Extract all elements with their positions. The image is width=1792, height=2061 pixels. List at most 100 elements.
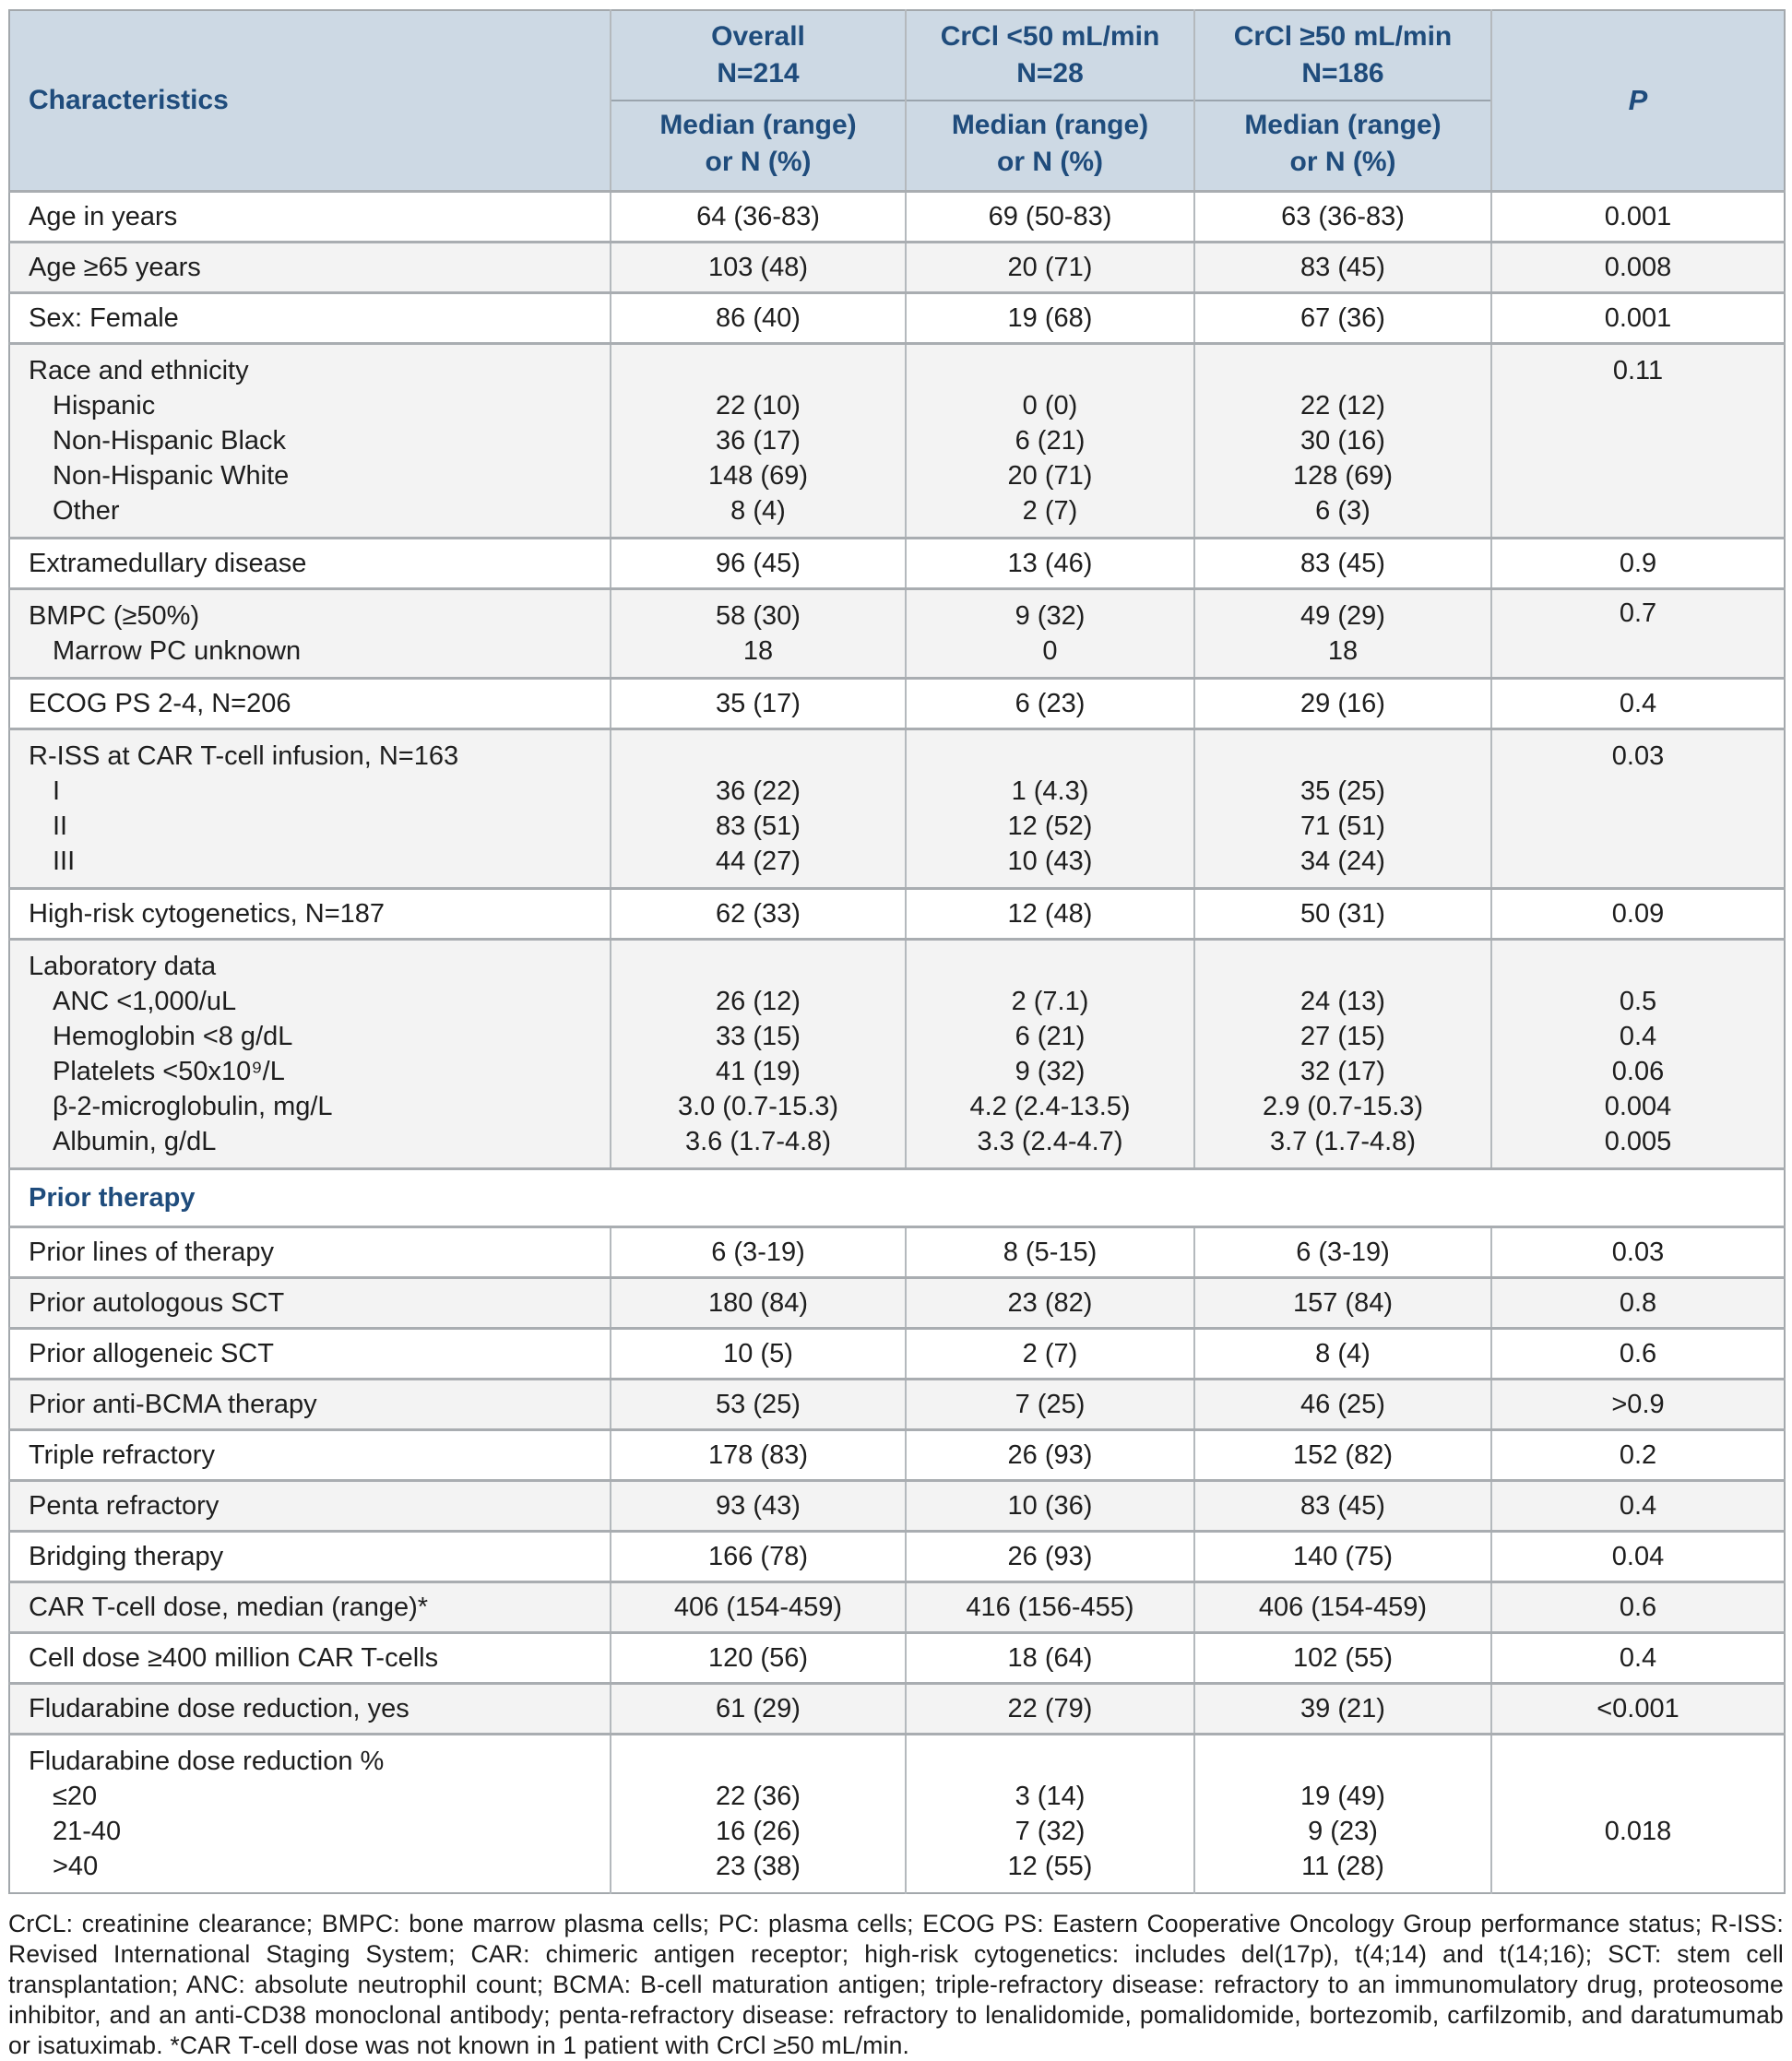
value-cell-crcl-ge50: 39 (21) xyxy=(1193,1683,1491,1735)
cell-line xyxy=(1496,1849,1780,1884)
cell-line xyxy=(1496,388,1780,423)
table-row: Prior lines of therapy 6 (3-19) 8 (5-15) 6 … xyxy=(9,1226,1785,1278)
value-cell-crcl-ge50: 24 (13) 27 (15) 32 (17) 2.9 (0.7-15.3) 3.7 (… xyxy=(1193,939,1491,1169)
cell-line: R-ISS at CAR T-cell infusion, N=163 xyxy=(29,741,459,771)
column-header-crcl-lt50-line2: N=28 xyxy=(1016,58,1084,89)
footnote: CrCL: creatinine clearance; BMPC: bone m… xyxy=(8,1910,1784,2059)
cell-line: 36 (22) xyxy=(716,776,801,806)
cell-line: ≤20 xyxy=(53,1782,98,1811)
value-cell-crcl-ge50: 46 (25) xyxy=(1193,1379,1491,1430)
cell-line: 2 (7.1) xyxy=(1011,987,1089,1016)
subheader-line1: Median (range) xyxy=(951,110,1149,140)
value-cell-crcl-ge50: 152 (82) xyxy=(1193,1429,1491,1481)
cell-line: 0.4 xyxy=(1619,1022,1657,1051)
p-value-cell: 0.09 xyxy=(1490,888,1785,940)
value-cell-crcl-lt50: 0 (0) 6 (21) 20 (71) 2 (7) xyxy=(905,343,1194,539)
p-value-cell: 0.6 xyxy=(1490,1581,1785,1633)
subheader-crcl-ge50-median-range: Median (range) or N (%) xyxy=(1193,100,1491,192)
value-cell-crcl-lt50: 2 (7.1) 6 (21) 9 (32) 4.2 (2.4-13.5) 3.3 (2.… xyxy=(905,939,1194,1169)
cell-line: Other xyxy=(53,496,120,526)
cell-line: 6 (21) xyxy=(1015,426,1086,456)
column-header-p-value: P xyxy=(1490,10,1785,192)
cell-line: Fludarabine dose reduction % xyxy=(29,1747,385,1776)
cell-line: 0.004 xyxy=(1604,1092,1672,1121)
p-value-cell: 0.6 xyxy=(1490,1328,1785,1380)
table-row: Sex: Female 86 (40) 19 (68) 67 (36) 0.001 xyxy=(9,292,1785,344)
value-cell-crcl-ge50: 50 (31) xyxy=(1193,888,1491,940)
subheader-line2: or N (%) xyxy=(1289,147,1396,177)
cell-line: 0.005 xyxy=(1604,1127,1672,1156)
cell-line xyxy=(1199,739,1487,774)
cell-line xyxy=(1496,493,1780,528)
row-label-cell: Race and ethnicity Hispanic Non-Hispanic B… xyxy=(9,343,611,539)
cell-line: ANC <1,000/uL xyxy=(53,987,237,1016)
cell-line xyxy=(1496,1744,1780,1779)
value-cell-crcl-ge50: 83 (45) xyxy=(1193,242,1491,293)
row-label-cell: Fludarabine dose reduction, yes xyxy=(9,1683,611,1735)
table-row: Prior allogeneic SCT 10 (5) 2 (7) 8 (4) 0.6 xyxy=(9,1328,1785,1380)
value-cell-crcl-lt50: 6 (23) xyxy=(905,678,1194,729)
value-cell-overall: 180 (84) xyxy=(610,1277,906,1329)
group-row: Race and ethnicity Hispanic Non-Hispanic B… xyxy=(9,343,1785,539)
cell-line: 0 xyxy=(1042,636,1058,666)
value-cell-crcl-ge50: 67 (36) xyxy=(1193,292,1491,344)
row-label-cell: CAR T-cell dose, median (range)* xyxy=(9,1581,611,1633)
value-cell-crcl-lt50: 3 (14) 7 (32) 12 (55) xyxy=(905,1734,1194,1893)
cell-line: 9 (32) xyxy=(1015,1057,1086,1086)
value-cell-crcl-ge50: 83 (45) xyxy=(1193,538,1491,589)
row-label-cell: ECOG PS 2-4, N=206 xyxy=(9,678,611,729)
row-label-cell: Penta refractory xyxy=(9,1480,611,1532)
table-row: Fludarabine dose reduction, yes 61 (29) 22… xyxy=(9,1683,1785,1735)
cell-line: 0.03 xyxy=(1611,741,1665,771)
cell-line: Non-Hispanic Black xyxy=(53,426,287,456)
value-cell-overall: 166 (78) xyxy=(610,1531,906,1582)
value-cell-crcl-lt50: 12 (48) xyxy=(905,888,1194,940)
value-cell-crcl-ge50: 22 (12) 30 (16) 128 (69) 6 (3) xyxy=(1193,343,1491,539)
subheader-line2: or N (%) xyxy=(997,147,1103,177)
characteristics-table: Characteristics Overall N=214 CrCl <50 m… xyxy=(8,9,1786,1894)
row-label-cell: Triple refractory xyxy=(9,1429,611,1481)
p-value-cell: 0.4 xyxy=(1490,1480,1785,1532)
table-row: Age in years 64 (36-83) 69 (50-83) 63 (36-8… xyxy=(9,191,1785,243)
subheader-overall-median-range: Median (range) or N (%) xyxy=(610,100,906,192)
cell-line xyxy=(1199,949,1487,984)
cell-line: II xyxy=(53,811,68,841)
p-value-cell: 0.8 xyxy=(1490,1277,1785,1329)
value-cell-crcl-ge50: 83 (45) xyxy=(1193,1480,1491,1532)
cell-line: 9 (23) xyxy=(1308,1817,1378,1846)
column-header-crcl-ge50-line2: N=186 xyxy=(1301,58,1384,89)
row-label-cell: BMPC (≥50%) Marrow PC unknown xyxy=(9,588,611,679)
value-cell-overall: 62 (33) xyxy=(610,888,906,940)
value-cell-crcl-lt50: 8 (5-15) xyxy=(905,1226,1194,1278)
value-cell-overall: 93 (43) xyxy=(610,1480,906,1532)
cell-line: 18 xyxy=(742,636,774,666)
value-cell-crcl-ge50: 102 (55) xyxy=(1193,1632,1491,1684)
cell-line: 33 (15) xyxy=(716,1022,801,1051)
cell-line: 7 (32) xyxy=(1015,1817,1086,1846)
cell-line xyxy=(615,739,901,774)
cell-line: 22 (10) xyxy=(716,391,801,420)
cell-line: III xyxy=(53,847,76,876)
value-cell-crcl-lt50: 19 (68) xyxy=(905,292,1194,344)
table-row: Prior anti-BCMA therapy 53 (25) 7 (25) 46 (… xyxy=(9,1379,1785,1430)
cell-line: 19 (49) xyxy=(1300,1782,1385,1811)
cell-line xyxy=(1199,353,1487,388)
value-cell-overall: 120 (56) xyxy=(610,1632,906,1684)
cell-line: 3.0 (0.7-15.3) xyxy=(677,1092,839,1121)
table-row: High-risk cytogenetics, N=187 62 (33) 12 (… xyxy=(9,888,1785,940)
group-row: BMPC (≥50%) Marrow PC unknown 58 (30) 18 9 (… xyxy=(9,588,1785,679)
value-cell-crcl-ge50: 140 (75) xyxy=(1193,1531,1491,1582)
value-cell-crcl-lt50: 7 (25) xyxy=(905,1379,1194,1430)
table-header: Characteristics Overall N=214 CrCl <50 m… xyxy=(9,10,1785,192)
cell-line xyxy=(615,353,901,388)
value-cell-crcl-lt50: 416 (156-455) xyxy=(905,1581,1194,1633)
value-cell-crcl-ge50: 35 (25) 71 (51) 34 (24) xyxy=(1193,728,1491,889)
row-label-cell: Fludarabine dose reduction % ≤20 21-40 >40 xyxy=(9,1734,611,1893)
row-label-cell: Prior lines of therapy xyxy=(9,1226,611,1278)
cell-line xyxy=(1496,844,1780,879)
cell-line xyxy=(1496,458,1780,493)
cell-line xyxy=(910,1744,1190,1779)
cell-line: 148 (69) xyxy=(707,461,808,491)
cell-line: β-2-microglobulin, mg/L xyxy=(53,1092,333,1121)
value-cell-overall: 22 (10) 36 (17) 148 (69) 8 (4) xyxy=(610,343,906,539)
